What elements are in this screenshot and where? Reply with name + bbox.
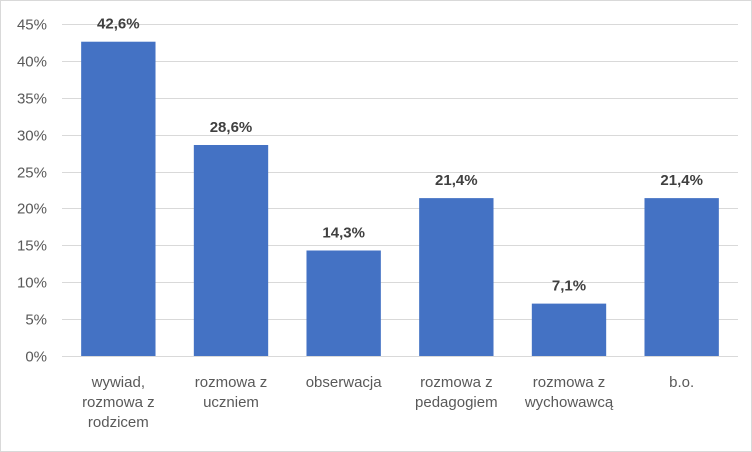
category-label: wywiad, rozmowa z rodzicem <box>82 374 155 431</box>
category-label: rozmowa z uczniem <box>195 374 268 411</box>
bar <box>81 41 156 356</box>
category-label-line: obserwacja <box>306 374 383 391</box>
y-tick-label: 45% <box>17 17 47 34</box>
y-tick-label: 25% <box>17 165 47 182</box>
category-label-line: pedagogiem <box>415 394 498 411</box>
data-label: 28,6% <box>210 119 253 136</box>
bar <box>419 198 494 356</box>
category-label-line: rozmowa z <box>82 394 155 411</box>
category-label-line: rozmowa z <box>533 374 606 391</box>
category-label: b.o. <box>669 374 694 391</box>
category-label: rozmowa z wychowawcą <box>524 374 614 411</box>
bar <box>644 198 719 356</box>
category-label-line: b.o. <box>669 374 694 391</box>
y-tick-label: 0% <box>25 349 47 366</box>
category-label-line: uczniem <box>203 394 259 411</box>
data-label: 7,1% <box>552 278 586 295</box>
data-labels: 42,6% 28,6% 14,3% 21,4% 7,1% 21,4% <box>97 16 703 295</box>
bar <box>531 303 607 356</box>
gridlines <box>62 24 738 357</box>
y-tick-label: 40% <box>17 54 47 71</box>
data-label: 21,4% <box>660 172 703 189</box>
y-tick-label: 10% <box>17 275 47 292</box>
data-label: 14,3% <box>322 224 365 241</box>
y-tick-label: 5% <box>25 312 47 329</box>
y-tick-label: 30% <box>17 128 47 145</box>
category-label-line: wychowawcą <box>524 394 614 411</box>
bars <box>81 41 719 356</box>
data-label: 42,6% <box>97 16 140 33</box>
bar <box>306 250 381 356</box>
category-label: rozmowa z pedagogiem <box>415 374 498 411</box>
category-label: obserwacja <box>306 374 383 391</box>
bar <box>193 144 269 356</box>
category-label-line: wywiad, <box>91 374 145 391</box>
y-tick-label: 20% <box>17 201 47 218</box>
y-tick-label: 15% <box>17 238 47 255</box>
category-label-line: rodzicem <box>88 414 149 431</box>
y-axis-tick-labels: 0% 5% 10% 15% 20% 25% 30% 35% 40% 45% <box>17 17 47 366</box>
y-tick-label: 35% <box>17 91 47 108</box>
category-label-line: rozmowa z <box>195 374 268 391</box>
data-label: 21,4% <box>435 172 478 189</box>
category-label-line: rozmowa z <box>420 374 493 391</box>
x-axis-category-labels: wywiad, rozmowa z rodzicem rozmowa z uczniem… <box>82 374 694 431</box>
